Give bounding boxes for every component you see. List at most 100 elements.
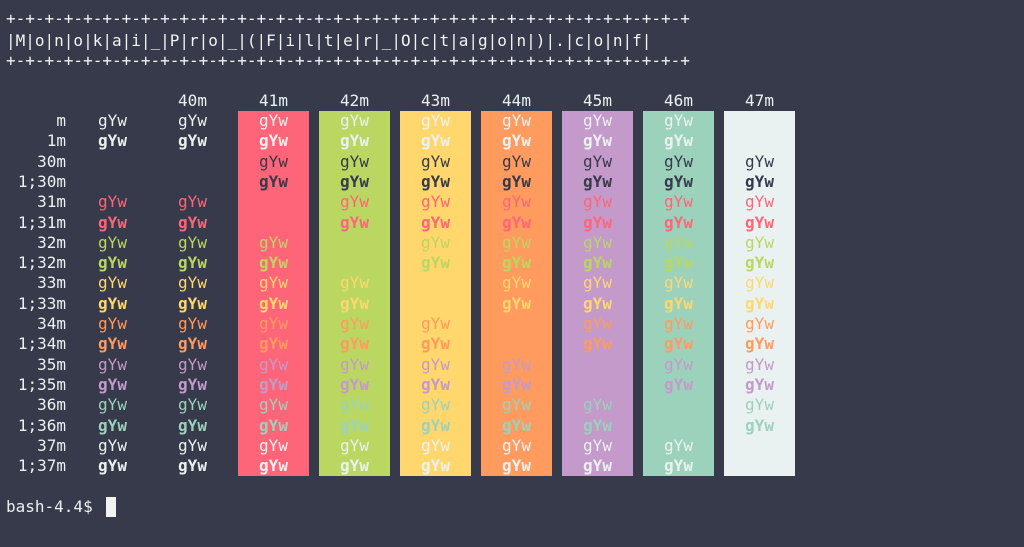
color-sample: gYw [421, 415, 450, 435]
color-sample: gYw [340, 192, 369, 212]
color-sample: gYw [259, 171, 288, 191]
color-sample: gYw [745, 314, 774, 333]
color-sample: gYw [178, 354, 207, 374]
color-sample: gYw [98, 111, 127, 130]
color-sample: gYw [340, 273, 369, 293]
row-label: 1;36m [17, 415, 66, 435]
color-sample: gYw [98, 395, 127, 415]
color-sample: gYw [98, 314, 127, 333]
color-sample: gYw [664, 131, 693, 151]
color-sample: gYw [664, 435, 693, 455]
color-sample: gYw [502, 111, 531, 130]
row-label: 1;32m [17, 253, 66, 273]
color-sample: gYw [340, 435, 369, 455]
color-sample: gYw [745, 334, 774, 354]
color-sample: gYw [502, 374, 531, 394]
color-sample: gYw [583, 253, 612, 273]
color-sample: gYw [421, 192, 450, 212]
color-sample: gYw [502, 171, 531, 191]
column-header-43m: 43m [421, 91, 450, 110]
color-sample: gYw [421, 334, 450, 354]
color-sample: gYw [178, 111, 207, 130]
color-sample: gYw [340, 334, 369, 354]
color-sample: gYw [178, 395, 207, 415]
color-sample: gYw [340, 456, 369, 476]
color-sample: gYw [664, 232, 693, 252]
color-sample: gYw [502, 273, 531, 293]
background-column-44m [481, 111, 552, 476]
row-label: 1;35m [17, 374, 66, 394]
color-sample: gYw [421, 171, 450, 191]
color-sample: gYw [340, 111, 369, 130]
row-label: m [56, 111, 66, 130]
color-sample: gYw [421, 253, 450, 273]
color-sample: gYw [745, 395, 774, 415]
color-sample: gYw [98, 415, 127, 435]
column-header-46m: 46m [664, 91, 693, 110]
color-sample: gYw [178, 273, 207, 293]
color-sample: gYw [98, 334, 127, 354]
color-sample: gYw [664, 456, 693, 476]
banner-top-border: +-+-+-+-+-+-+-+-+-+-+-+-+-+-+-+-+-+-+-+-… [6, 9, 690, 28]
color-sample: gYw [745, 151, 774, 171]
row-label: 35m [37, 354, 66, 374]
color-sample: gYw [98, 192, 127, 212]
color-sample: gYw [583, 212, 612, 232]
color-sample: gYw [340, 131, 369, 151]
color-sample: gYw [421, 395, 450, 415]
background-column-42m [319, 111, 390, 476]
color-sample: gYw [340, 171, 369, 191]
row-label: 33m [37, 273, 66, 293]
row-label: 34m [37, 314, 66, 333]
row-label: 37m [37, 435, 66, 455]
color-sample: gYw [340, 212, 369, 232]
color-sample: gYw [664, 111, 693, 130]
color-sample: gYw [502, 151, 531, 171]
color-sample: gYw [502, 192, 531, 212]
color-sample: gYw [421, 354, 450, 374]
color-sample: gYw [745, 192, 774, 212]
row-label: 1;33m [17, 293, 66, 313]
color-sample: gYw [664, 314, 693, 333]
column-header-45m: 45m [583, 91, 612, 110]
color-sample: gYw [583, 131, 612, 151]
color-sample: gYw [421, 131, 450, 151]
color-sample: gYw [178, 374, 207, 394]
color-sample: gYw [502, 395, 531, 415]
color-sample: gYw [421, 212, 450, 232]
row-label: 30m [37, 151, 66, 171]
color-sample: gYw [98, 374, 127, 394]
color-sample: gYw [259, 354, 288, 374]
text-cursor[interactable] [106, 497, 116, 517]
color-sample: gYw [178, 212, 207, 232]
color-sample: gYw [502, 354, 531, 374]
color-sample: gYw [502, 232, 531, 252]
color-sample: gYw [502, 131, 531, 151]
color-sample: gYw [178, 456, 207, 476]
color-sample: gYw [421, 314, 450, 333]
banner-bottom-border: +-+-+-+-+-+-+-+-+-+-+-+-+-+-+-+-+-+-+-+-… [6, 51, 690, 70]
color-sample: gYw [745, 293, 774, 313]
background-column-45m [562, 111, 633, 476]
color-sample: gYw [583, 314, 612, 333]
color-sample: gYw [502, 253, 531, 273]
color-sample: gYw [98, 253, 127, 273]
color-sample: gYw [745, 273, 774, 293]
color-sample: gYw [502, 293, 531, 313]
color-sample: gYw [178, 131, 207, 151]
color-sample: gYw [583, 334, 612, 354]
background-column-47m [724, 111, 795, 476]
color-sample: gYw [745, 171, 774, 191]
color-sample: gYw [259, 435, 288, 455]
color-sample: gYw [583, 395, 612, 415]
color-sample: gYw [340, 415, 369, 435]
color-sample: gYw [259, 131, 288, 151]
color-sample: gYw [259, 456, 288, 476]
color-sample: gYw [259, 253, 288, 273]
color-sample: gYw [664, 253, 693, 273]
background-column-46m [643, 111, 714, 476]
color-sample: gYw [664, 374, 693, 394]
color-sample: gYw [98, 293, 127, 313]
color-sample: gYw [583, 415, 612, 435]
shell-prompt: bash-4.4$ [6, 497, 93, 516]
